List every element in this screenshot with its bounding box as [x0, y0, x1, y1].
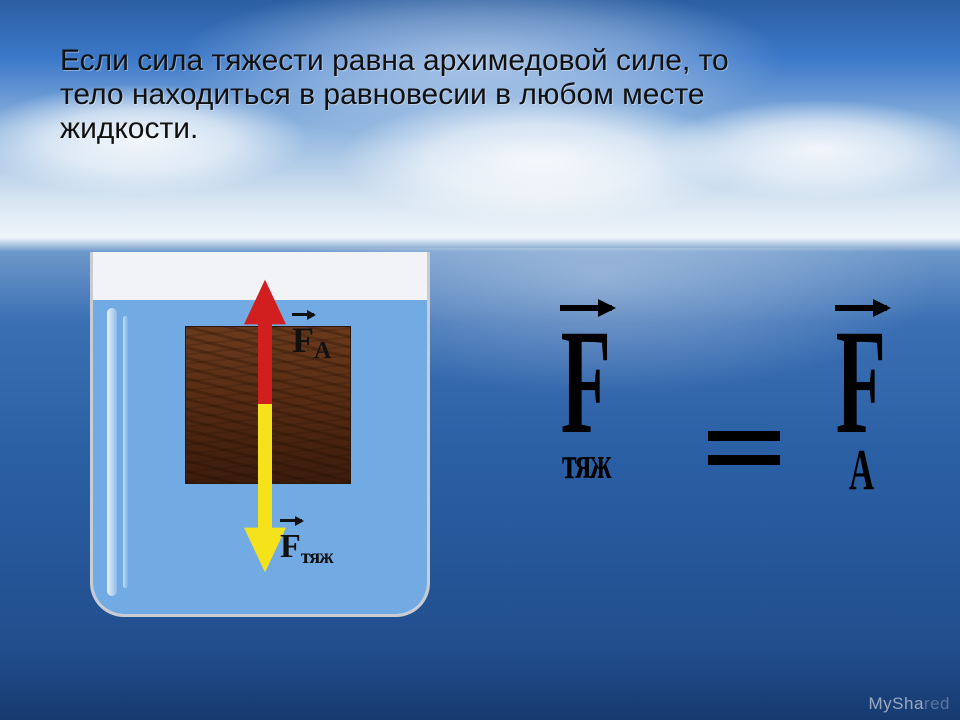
glass-highlight-2 — [123, 316, 128, 588]
eq-right-subscript: A — [849, 436, 873, 503]
equals-sign — [708, 417, 780, 479]
beaker-diagram: FА Fтяж — [90, 252, 430, 617]
ftj-subscript: тяж — [301, 546, 333, 568]
fa-symbol: F — [292, 320, 314, 360]
title-text: Если сила тяжести равна архимедовой силе… — [60, 44, 900, 146]
eq-left-symbol: F — [561, 315, 611, 450]
beaker-glass — [90, 252, 430, 617]
equation-right-term: F A — [815, 305, 907, 503]
gravity-force-label: Fтяж — [280, 510, 333, 569]
glass-highlight — [107, 308, 117, 596]
watermark: MyShared — [869, 694, 951, 714]
equation: F тяж F A — [530, 305, 930, 605]
archimedes-force-label: FА — [292, 304, 331, 363]
fa-subscript: А — [314, 338, 331, 364]
equation-left-term: F тяж — [540, 305, 632, 489]
ftj-symbol: F — [280, 528, 301, 565]
eq-left-subscript: тяж — [562, 436, 610, 489]
eq-right-symbol: F — [836, 315, 886, 450]
